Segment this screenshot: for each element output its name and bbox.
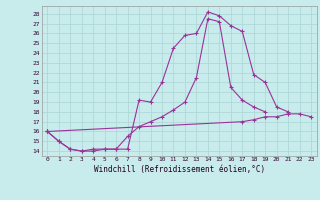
X-axis label: Windchill (Refroidissement éolien,°C): Windchill (Refroidissement éolien,°C) bbox=[94, 165, 265, 174]
